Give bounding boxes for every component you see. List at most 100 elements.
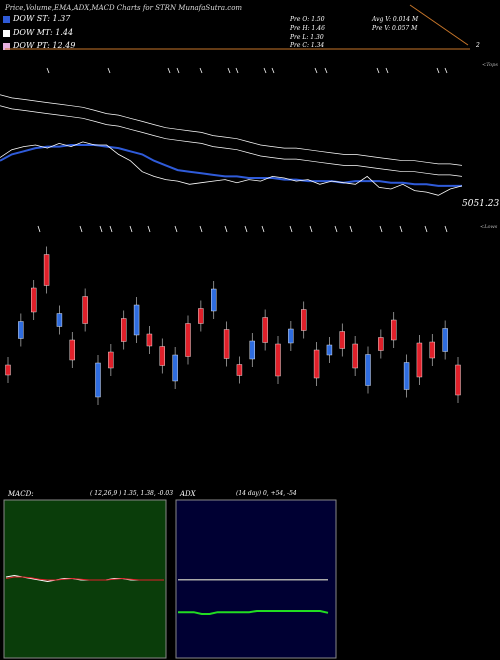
legend-dow-mt: DOW MT: 1.44 [3,28,73,37]
low-marker-1 [79,225,83,233]
top-marker-4 [199,67,203,74]
top-marker-2 [167,67,171,74]
candle-body-5 [69,339,75,361]
top-marker-14 [444,67,448,74]
price-series-line-1 [0,105,463,177]
price-marker: 5051.23 [462,199,500,209]
candle-body-34 [442,328,448,352]
adx-series-line-1 [178,610,329,615]
candle-body-19 [249,340,255,360]
candle-body-33 [429,341,435,359]
top-marker-0 [46,67,50,74]
candle-body-21 [275,343,281,377]
legend-dow-pt: DOW PT: 12.49 [3,41,75,50]
macd-label: MACD: [8,490,34,498]
low-marker-6 [174,225,178,233]
top-marker-9 [314,67,318,74]
header-diagonal [409,4,469,46]
macd-lines [5,574,164,583]
low-marker-14 [349,225,353,233]
top-marker-10 [324,67,328,74]
candle-body-23 [301,309,307,331]
candle-body-11 [146,333,153,347]
low-marker-2 [99,225,103,233]
low-marker-16 [399,225,403,233]
adx-params: (14 day) 0, +54, -54 [236,490,297,497]
adx-lines [178,579,329,615]
top-marker-13 [436,67,440,74]
candle-body-8 [108,351,114,369]
price-series-line-3 [0,141,463,196]
price-series-line-2 [0,144,462,187]
candle-body-17 [223,329,230,359]
low-marker-7 [199,225,203,233]
candle-body-13 [172,354,178,382]
low-marker-9 [244,225,248,233]
candle-body-2 [31,287,37,313]
candle-body-29 [378,337,384,351]
legend-swatch [3,29,10,37]
candle-body-35 [455,364,461,396]
candle-body-1 [18,321,24,339]
candle-body-26 [339,331,345,349]
candle-body-31 [403,362,410,390]
candle-body-30 [391,319,397,341]
chart-title: Price,Volume,EMA,ADX,MACD Charts for STR… [5,4,243,12]
top-marker-7 [263,67,267,74]
tops-label: <Tops [482,62,498,68]
candle-body-12 [159,346,165,366]
candle-body-18 [236,364,243,376]
low-marker-15 [379,225,383,233]
candle-body-7 [95,362,101,398]
low-markers [37,225,448,233]
low-marker-0 [37,225,41,233]
low-marker-12 [309,225,313,233]
legend-dow-st: DOW ST: 1.37 [3,14,70,23]
top-marker-1 [107,67,111,74]
candle-body-27 [352,343,358,369]
candle-body-0 [5,364,11,376]
legend-swatch [3,15,10,23]
candle-body-4 [56,313,63,327]
stat-low: Pre L: 1.30 [290,34,324,41]
candle-body-24 [313,349,320,379]
top-marker-8 [271,67,275,74]
candle-body-16 [211,288,217,312]
adx-panel [175,499,337,659]
top-marker-5 [227,67,231,74]
stat-avg-volume: Avg V: 0.014 M [372,16,419,23]
low-marker-11 [289,225,293,233]
low-marker-3 [109,225,113,233]
candle-body-9 [121,318,127,342]
top-marker-6 [235,67,239,74]
macd-series-line-1 [5,576,164,581]
candle-body-3 [43,254,50,286]
low-marker-8 [224,225,228,233]
top-marker-11 [376,67,380,74]
candle-body-10 [133,304,140,336]
stat-pre-volume: Pre V: 0.057 M [372,25,418,32]
stat-open: Pre O: 1.50 [290,16,325,23]
low-marker-5 [147,225,151,233]
candle-body-28 [365,354,371,386]
lows-label: <Lows [480,224,498,230]
low-marker-18 [444,225,448,233]
low-marker-10 [261,225,265,233]
top-marker-12 [385,67,389,74]
candle-body-25 [326,344,333,356]
price-series-line-0 [0,94,463,166]
top-right-number: 2 [476,42,480,49]
low-marker-17 [424,225,428,233]
macd-params: ( 12,26,9 ) 1.35, 1.38, -0.03 [90,490,174,497]
macd-panel [3,499,167,659]
top-markers [46,67,448,74]
low-marker-4 [129,225,133,233]
candle-body-20 [262,317,268,343]
low-marker-13 [334,225,338,233]
stat-high: Pre H: 1.46 [290,25,325,32]
candle-body-32 [416,342,423,378]
candle-body-15 [198,308,204,324]
price-lines [0,94,463,196]
candlesticks [5,246,461,405]
